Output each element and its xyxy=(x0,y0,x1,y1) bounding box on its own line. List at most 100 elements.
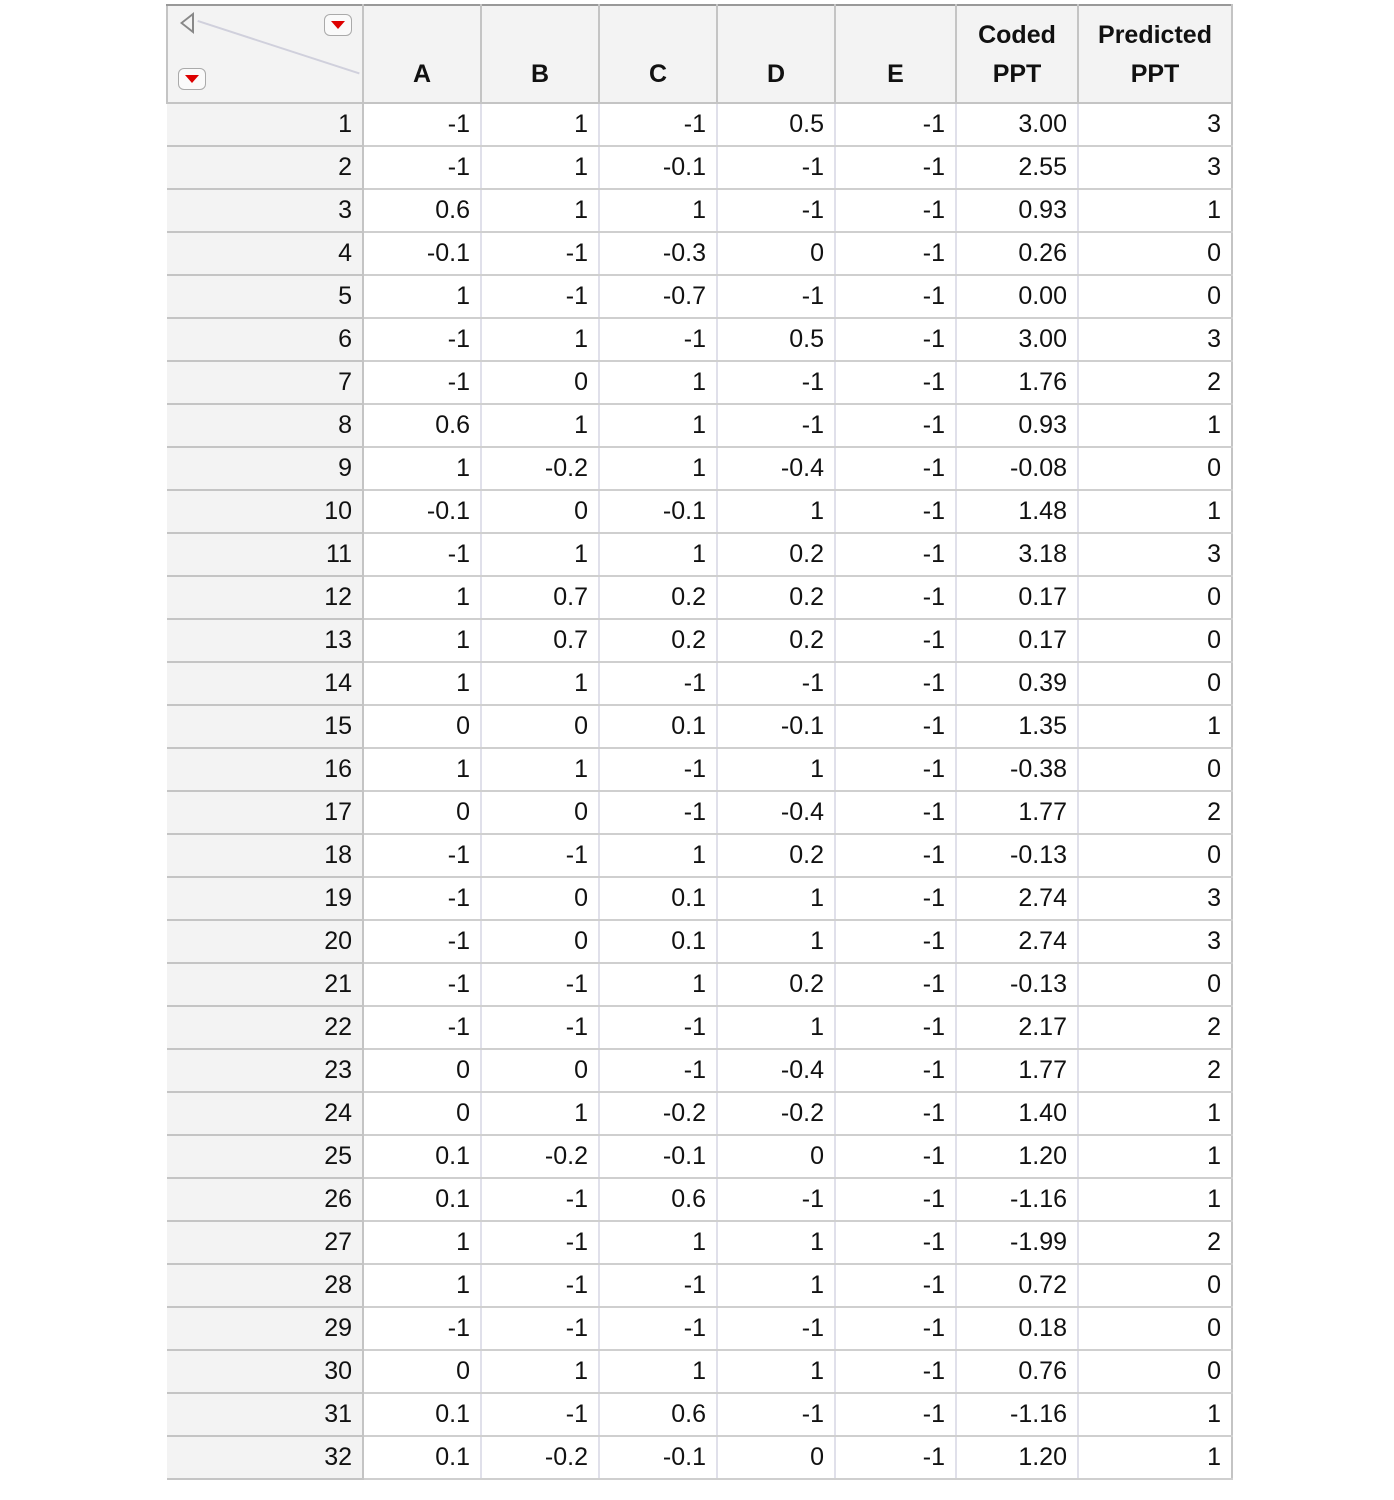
table-cell[interactable]: -1 xyxy=(599,1307,718,1351)
table-cell[interactable]: 1.76 xyxy=(956,361,1079,405)
table-cell[interactable]: -0.2 xyxy=(481,1436,600,1480)
table-cell[interactable]: 2 xyxy=(1078,1221,1233,1265)
table-cell[interactable]: 0.2 xyxy=(717,619,836,663)
table-cell[interactable]: -0.1 xyxy=(599,1436,718,1480)
table-cell[interactable]: 0.93 xyxy=(956,404,1079,448)
table-cell[interactable]: 1 xyxy=(481,318,600,362)
table-cell[interactable]: 0.6 xyxy=(599,1393,718,1437)
table-cell[interactable]: 0 xyxy=(1078,748,1233,792)
table-cell[interactable]: -1 xyxy=(717,361,836,405)
table-cell[interactable]: -1 xyxy=(481,1393,600,1437)
table-cell[interactable]: -1 xyxy=(481,275,600,319)
table-cell[interactable]: 0 xyxy=(1078,834,1233,878)
table-cell[interactable]: 0 xyxy=(481,705,600,749)
table-cell[interactable]: -0.2 xyxy=(717,1092,836,1136)
table-cell[interactable]: 1 xyxy=(599,1350,718,1394)
table-cell[interactable]: -1 xyxy=(835,1221,957,1265)
table-cell[interactable]: -1 xyxy=(363,877,482,921)
table-row[interactable]: 26 0.1 -1 0.6 -1 -1 -1.16 1 xyxy=(167,1178,1233,1222)
table-cell[interactable]: -1 xyxy=(717,1307,836,1351)
table-cell[interactable]: -1 xyxy=(599,103,718,147)
table-cell[interactable]: 0 xyxy=(1078,232,1233,276)
table-cell[interactable]: 1 xyxy=(1078,705,1233,749)
table-cell[interactable]: 3 xyxy=(1078,533,1233,577)
table-cell[interactable]: 1 xyxy=(1078,1178,1233,1222)
table-cell[interactable]: 1 xyxy=(363,1264,482,1308)
table-cell[interactable]: 1 xyxy=(599,834,718,878)
table-cell[interactable]: 1 xyxy=(599,1221,718,1265)
table-row[interactable]: 10 -0.1 0 -0.1 1 -1 1.48 1 xyxy=(167,490,1233,534)
table-cell[interactable]: -1 xyxy=(835,1350,957,1394)
table-cell[interactable]: -1 xyxy=(481,1178,600,1222)
table-cell[interactable]: -1 xyxy=(599,1264,718,1308)
row-number[interactable]: 7 xyxy=(167,361,364,405)
table-row[interactable]: 15 0 0 0.1 -0.1 -1 1.35 1 xyxy=(167,705,1233,749)
table-cell[interactable]: -1 xyxy=(835,1006,957,1050)
table-cell[interactable]: 2 xyxy=(1078,1006,1233,1050)
table-row[interactable]: 8 0.6 1 1 -1 -1 0.93 1 xyxy=(167,404,1233,448)
table-cell[interactable]: -1 xyxy=(599,318,718,362)
column-header-predicted-ppt[interactable]: Predicted PPT xyxy=(1077,4,1233,104)
table-cell[interactable]: -1 xyxy=(363,834,482,878)
table-row[interactable]: 9 1 -0.2 1 -0.4 -1 -0.08 0 xyxy=(167,447,1233,491)
table-cell[interactable]: 3 xyxy=(1078,318,1233,362)
table-cell[interactable]: 0 xyxy=(363,1350,482,1394)
row-number[interactable]: 14 xyxy=(167,662,364,706)
row-number[interactable]: 30 xyxy=(167,1350,364,1394)
table-cell[interactable]: -1 xyxy=(599,662,718,706)
table-cell[interactable]: 1 xyxy=(481,146,600,190)
table-cell[interactable]: 1 xyxy=(599,447,718,491)
table-cell[interactable]: 0 xyxy=(481,1049,600,1093)
table-cell[interactable]: -1 xyxy=(835,705,957,749)
table-cell[interactable]: 0.2 xyxy=(599,576,718,620)
table-cell[interactable]: -0.4 xyxy=(717,447,836,491)
table-cell[interactable]: -0.1 xyxy=(363,232,482,276)
table-cell[interactable]: -0.1 xyxy=(717,705,836,749)
table-cell[interactable]: 1 xyxy=(481,404,600,448)
table-cell[interactable]: 1 xyxy=(481,103,600,147)
table-cell[interactable]: -1.16 xyxy=(956,1178,1079,1222)
row-number[interactable]: 3 xyxy=(167,189,364,233)
table-cell[interactable]: -1 xyxy=(835,877,957,921)
table-cell[interactable]: -1 xyxy=(363,361,482,405)
table-cell[interactable]: 1 xyxy=(717,490,836,534)
table-cell[interactable]: 1.48 xyxy=(956,490,1079,534)
table-cell[interactable]: -1 xyxy=(835,275,957,319)
table-cell[interactable]: -0.2 xyxy=(481,1135,600,1179)
table-cell[interactable]: -1 xyxy=(835,662,957,706)
table-cell[interactable]: 1 xyxy=(1078,490,1233,534)
table-cell[interactable]: 3.00 xyxy=(956,318,1079,362)
table-row[interactable]: 12 1 0.7 0.2 0.2 -1 0.17 0 xyxy=(167,576,1233,620)
row-number[interactable]: 10 xyxy=(167,490,364,534)
table-cell[interactable]: 1 xyxy=(717,920,836,964)
table-cell[interactable]: 1 xyxy=(481,1092,600,1136)
table-row[interactable]: 27 1 -1 1 1 -1 -1.99 2 xyxy=(167,1221,1233,1265)
table-cell[interactable]: 0 xyxy=(363,705,482,749)
row-number[interactable]: 21 xyxy=(167,963,364,1007)
table-cell[interactable]: 1 xyxy=(363,662,482,706)
table-cell[interactable]: -1 xyxy=(835,1264,957,1308)
table-cell[interactable]: 1 xyxy=(363,576,482,620)
table-cell[interactable]: 1 xyxy=(1078,189,1233,233)
table-cell[interactable]: 0.39 xyxy=(956,662,1079,706)
table-cell[interactable]: 0.6 xyxy=(363,404,482,448)
table-cell[interactable]: -1 xyxy=(599,791,718,835)
row-number[interactable]: 1 xyxy=(167,103,364,147)
table-row[interactable]: 30 0 1 1 1 -1 0.76 0 xyxy=(167,1350,1233,1394)
table-cell[interactable]: -0.13 xyxy=(956,963,1079,1007)
table-cell[interactable]: 2 xyxy=(1078,791,1233,835)
table-row[interactable]: 25 0.1 -0.2 -0.1 0 -1 1.20 1 xyxy=(167,1135,1233,1179)
table-cell[interactable]: -1 xyxy=(835,1436,957,1480)
table-cell[interactable]: 0.1 xyxy=(363,1393,482,1437)
table-cell[interactable]: -1 xyxy=(835,318,957,362)
table-cell[interactable]: -1 xyxy=(835,490,957,534)
table-cell[interactable]: -1 xyxy=(481,1221,600,1265)
table-cell[interactable]: 0.2 xyxy=(717,533,836,577)
table-cell[interactable]: 0.18 xyxy=(956,1307,1079,1351)
table-cell[interactable]: -1 xyxy=(835,447,957,491)
table-cell[interactable]: 1 xyxy=(363,1221,482,1265)
row-number[interactable]: 23 xyxy=(167,1049,364,1093)
table-row[interactable]: 5 1 -1 -0.7 -1 -1 0.00 0 xyxy=(167,275,1233,319)
table-cell[interactable]: 0.2 xyxy=(717,576,836,620)
table-cell[interactable]: -1 xyxy=(835,1178,957,1222)
